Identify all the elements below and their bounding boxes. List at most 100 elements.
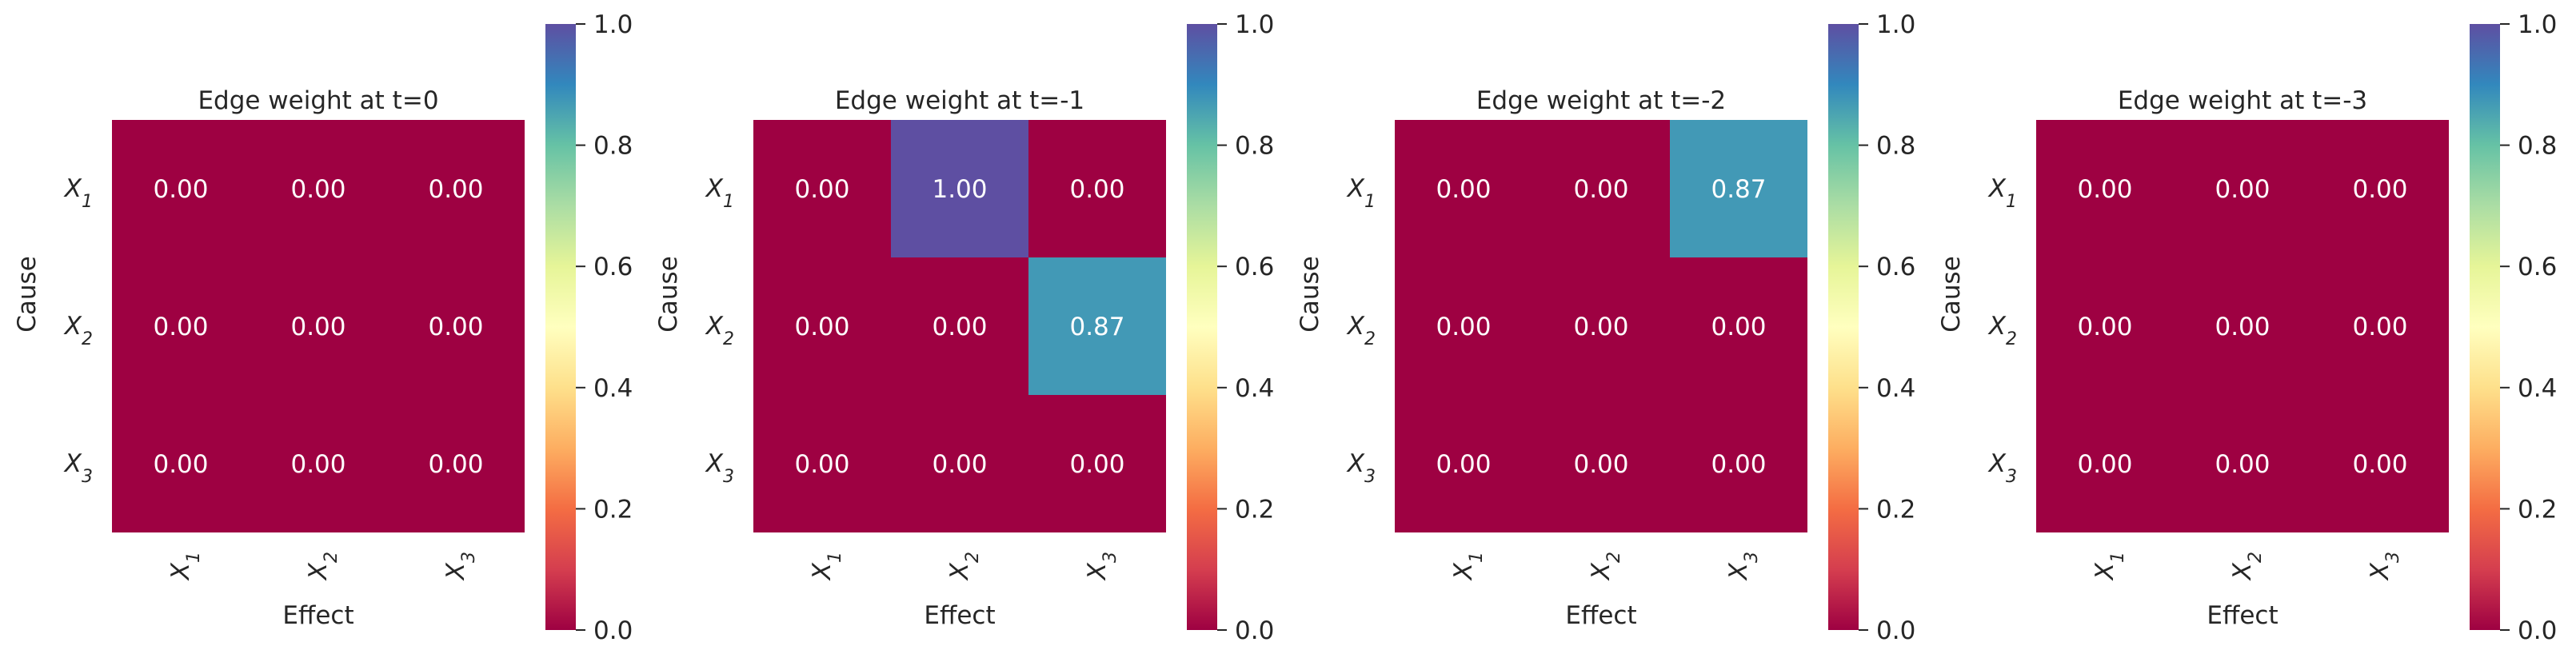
heatmap-panel-0: Edge weight at t=0 0.00 0.00 0.00 0.00 0.00 0.… [13,10,633,645]
heatmap-cell [1532,395,1670,532]
row-tick-label: X1 [63,174,93,212]
heatmap-panel-1: Edge weight at t=-1 0.00 1.00 0.00 0.00 0.00 0… [654,10,1274,645]
heatmap-cell [2311,120,2449,257]
colorbar-tick-label: 0.8 [2518,132,2557,161]
y-axis-label: Cause [1937,256,1966,333]
cell-value-label: 0.00 [1711,313,1766,341]
heatmap-cell [112,257,250,395]
cell-value-label: 0.00 [290,450,345,479]
cell-value-label: 0.87 [1069,313,1124,341]
cell-value-label: 0.00 [2352,175,2407,204]
heatmap-cell [1028,395,1166,532]
colorbar [545,24,576,630]
heatmap-cell [2036,257,2174,395]
row-tick-label: X2 [63,312,93,349]
cell-value-label: 0.00 [2215,175,2270,204]
colorbar-tick-label: 0.8 [1876,132,1915,161]
cell-value-label: 0.00 [1573,450,1628,479]
colorbar-tick-label: 1.0 [1876,10,1915,39]
cell-value-label: 0.00 [1069,175,1124,204]
colorbar-tick-label: 0.6 [593,253,633,281]
colorbar-tick-label: 0.4 [2518,374,2557,403]
cell-value-label: 0.00 [2215,450,2270,479]
heatmap-cell [2174,120,2311,257]
heatmap-cell [753,395,891,532]
panel-title: Edge weight at t=-1 [835,86,1084,115]
cell-value-label: 0.00 [2352,450,2407,479]
cell-value-label: 0.00 [1436,450,1491,479]
heatmap-panel-3: Edge weight at t=-3 0.00 0.00 0.00 0.00 0.00 0… [1937,10,2557,645]
cell-value-label: 0.00 [1436,313,1491,341]
col-tick-label: X2 [945,552,983,581]
colorbar-tick-label: 0.2 [1235,495,1274,524]
colorbar-tick-label: 1.0 [2518,10,2557,39]
colorbar-tick-label: 1.0 [593,10,633,39]
heatmap-cell [891,395,1028,532]
heatmap-cell [2036,395,2174,532]
heatmap-cell [1028,257,1166,395]
cell-value-label: 1.00 [932,175,987,204]
colorbar [1828,24,1859,630]
colorbar-tick-label: 0.8 [1235,132,1274,161]
heatmap-cell [1670,395,1807,532]
panel-title: Edge weight at t=0 [198,86,438,115]
colorbar-tick-label: 0.4 [1235,374,1274,403]
col-tick-label: X1 [808,552,845,581]
heatmap-cell [1395,395,1532,532]
x-axis-label: Effect [282,601,353,630]
col-tick-label: X1 [2091,552,2128,581]
heatmap-panel-2: Edge weight at t=-2 0.00 0.00 0.87 0.00 0.00 0… [1296,10,1915,645]
row-tick-label: X3 [1346,449,1376,487]
colorbar-tick-label: 0.0 [1235,616,1274,645]
heatmap-cell [753,257,891,395]
colorbar-tick-label: 0.6 [1235,253,1274,281]
colorbar-tick-label: 0.6 [2518,253,2557,281]
y-axis-label: Cause [654,256,683,333]
col-tick-label: X1 [166,552,204,581]
cell-value-label: 0.00 [1711,450,1766,479]
cell-value-label: 0.00 [153,313,208,341]
row-tick-label: X1 [1346,174,1376,212]
cell-value-label: 0.00 [1436,175,1491,204]
cell-value-label: 0.00 [428,175,483,204]
colorbar-tick-label: 0.4 [1876,374,1915,403]
col-tick-label: X3 [1724,552,1762,581]
cell-value-label: 0.00 [153,450,208,479]
cell-value-label: 0.00 [932,313,987,341]
heatmap-cell [1670,120,1807,257]
row-tick-label: X3 [1987,449,2017,487]
heatmap-cell [1670,257,1807,395]
col-tick-label: X2 [304,552,341,581]
heatmap-cell [387,120,525,257]
row-tick-label: X2 [1987,312,2017,349]
row-tick-label: X3 [705,449,734,487]
heatmap-cell [2174,395,2311,532]
heatmap-cell [2174,257,2311,395]
cell-value-label: 0.00 [153,175,208,204]
heatmap-cell [250,120,387,257]
colorbar-tick-label: 0.0 [2518,616,2557,645]
cell-value-label: 0.00 [1573,175,1628,204]
cell-value-label: 0.00 [2077,450,2132,479]
colorbar [1187,24,1217,630]
colorbar-tick-label: 0.8 [593,132,633,161]
row-tick-label: X3 [63,449,93,487]
colorbar-tick-label: 0.2 [1876,495,1915,524]
heatmap-cell [753,120,891,257]
heatmap-cell [2311,257,2449,395]
col-tick-label: X3 [2366,552,2403,581]
cell-value-label: 0.00 [794,175,849,204]
cell-value-label: 0.00 [794,450,849,479]
col-tick-label: X2 [1587,552,1624,581]
x-axis-label: Effect [924,601,995,630]
col-tick-label: X1 [1449,552,1487,581]
col-tick-label: X3 [441,552,479,581]
cell-value-label: 0.00 [428,450,483,479]
row-tick-label: X1 [1987,174,2017,212]
heatmap-cell [1395,120,1532,257]
cell-value-label: 0.00 [932,450,987,479]
row-tick-label: X2 [1346,312,1376,349]
heatmap-cell [250,257,387,395]
row-tick-label: X2 [705,312,734,349]
